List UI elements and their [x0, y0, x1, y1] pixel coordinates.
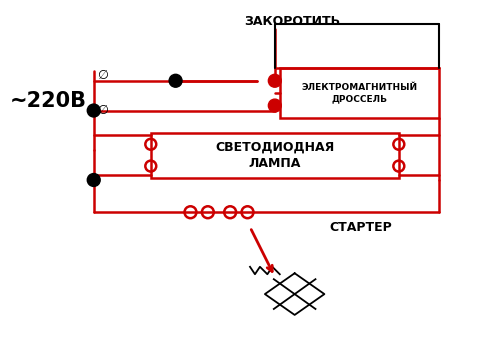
Text: ∅: ∅ [97, 69, 108, 82]
Text: ∅: ∅ [97, 104, 108, 117]
FancyBboxPatch shape [280, 69, 438, 118]
FancyBboxPatch shape [151, 133, 399, 178]
Text: СТАРТЕР: СТАРТЕР [330, 220, 392, 234]
Text: ЭЛЕКТРОМАГНИТНЫЙ
ДРОССЕЛЬ: ЭЛЕКТРОМАГНИТНЫЙ ДРОССЕЛЬ [301, 83, 417, 104]
Text: СВЕТОДИОДНАЯ
ЛАМПА: СВЕТОДИОДНАЯ ЛАМПА [215, 140, 334, 170]
Circle shape [268, 74, 281, 87]
Circle shape [169, 74, 182, 87]
Circle shape [88, 104, 100, 117]
Circle shape [268, 99, 281, 112]
Circle shape [88, 174, 100, 186]
Text: ЗАКОРОТИТЬ: ЗАКОРОТИТЬ [244, 15, 340, 28]
Text: ~220В: ~220В [10, 91, 86, 111]
